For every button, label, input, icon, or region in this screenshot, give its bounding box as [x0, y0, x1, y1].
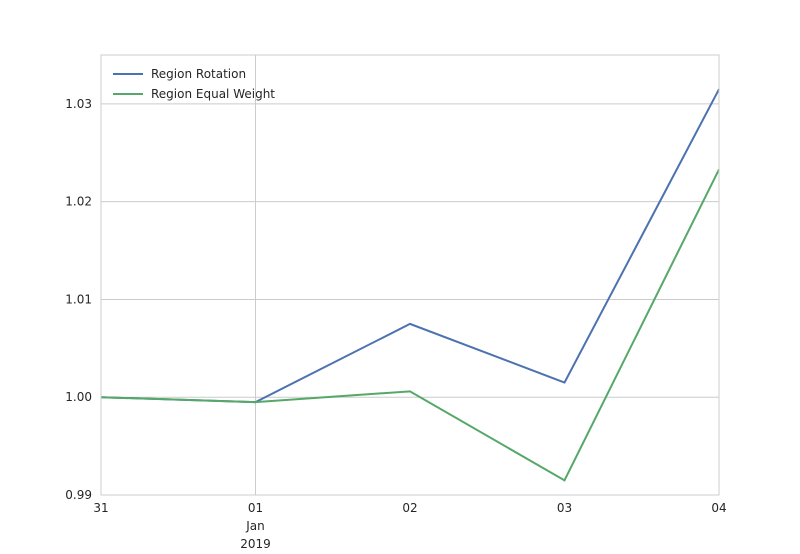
x-tick-label: 03 [557, 501, 572, 515]
x-tick-label: 02 [402, 501, 417, 515]
x-tick-label: 31 [93, 501, 108, 515]
legend-label: Region Equal Weight [151, 87, 275, 101]
grid-lines [101, 55, 719, 495]
y-axis-ticks: 0.99 1.00 1.01 1.02 1.03 [65, 97, 92, 502]
legend: Region Rotation Region Equal Weight [113, 67, 275, 101]
y-tick-label: 1.01 [65, 292, 92, 306]
legend-label: Region Rotation [151, 67, 246, 81]
y-tick-label: 1.00 [65, 390, 92, 404]
y-tick-label: 0.99 [65, 488, 92, 502]
plot-area-frame [101, 55, 719, 495]
series-lines [101, 89, 719, 480]
y-tick-label: 1.02 [65, 195, 92, 209]
y-tick-label: 1.03 [65, 97, 92, 111]
x-tick-month-label: Jan [245, 519, 265, 533]
x-axis-ticks: 31 01 Jan 2019 02 03 04 [93, 501, 726, 550]
x-tick-year-label: 2019 [240, 537, 271, 550]
x-tick-label: 01 [248, 501, 263, 515]
x-tick-label: 04 [711, 501, 726, 515]
